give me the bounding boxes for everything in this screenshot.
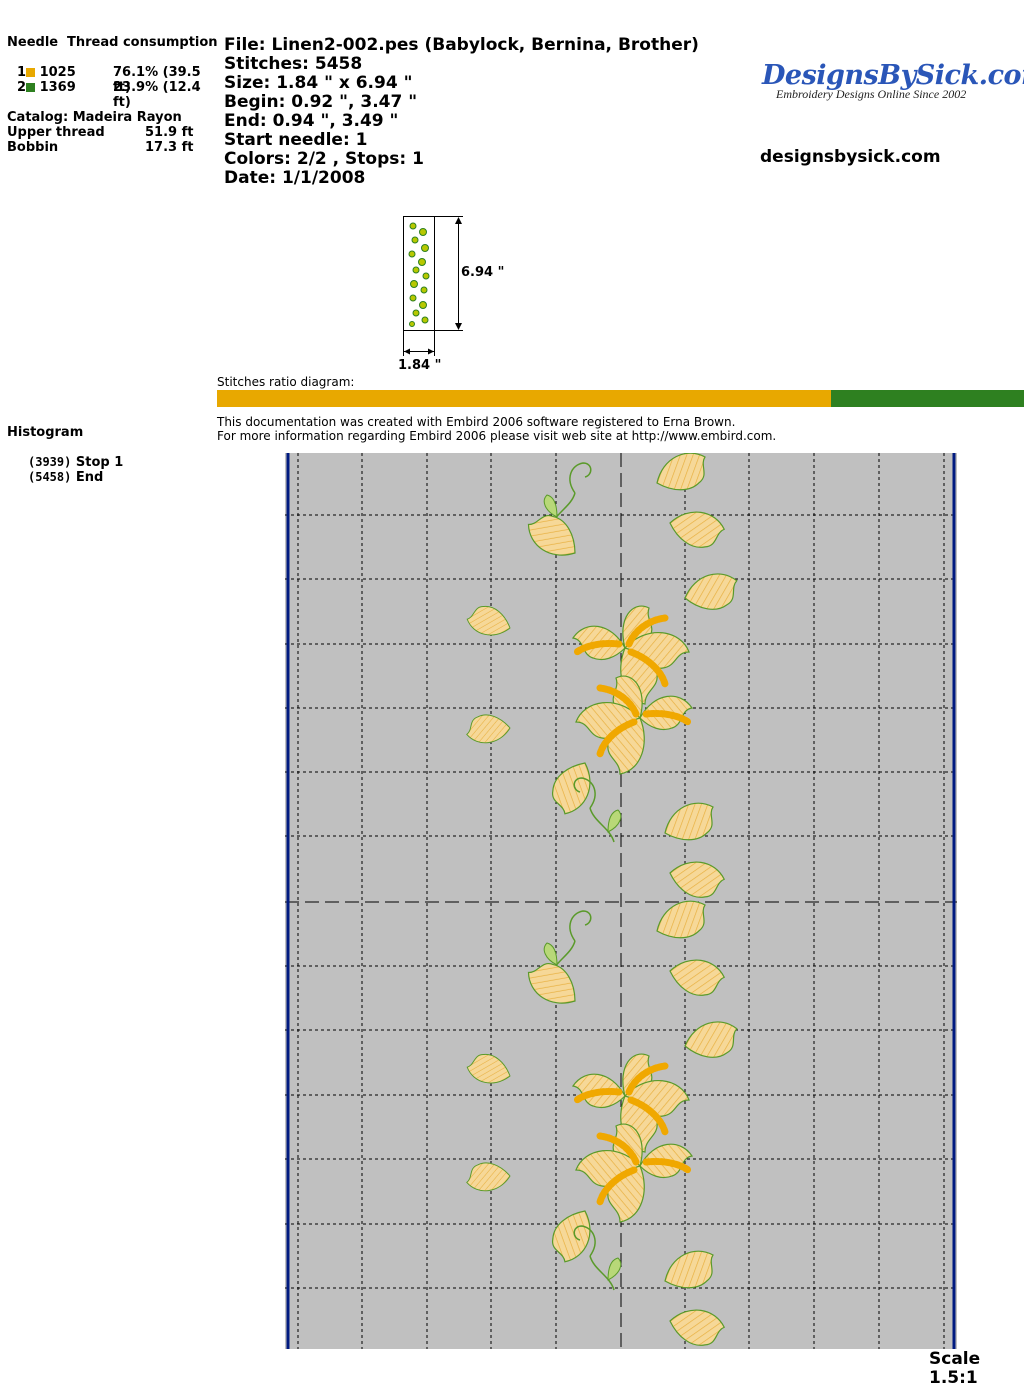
brand-url: designsbysick.com [760,147,941,167]
color-swatch [26,68,36,77]
end-info: End: 0.94 ", 3.49 " [224,111,399,131]
histogram-count: (3939) [28,455,72,469]
thread-code: 1025 [39,65,76,80]
height-dimension: 6.94 " [461,265,505,280]
bobbin-label: Bobbin [7,140,59,155]
colors-info: Colors: 2/2 , Stops: 1 [224,149,424,169]
website-note: For more information regarding Embird 20… [217,429,777,443]
ratio-label: Stitches ratio diagram: [217,375,355,389]
ratio-segment-needle-2 [831,390,1024,407]
stitches-info: Stitches: 5458 [224,54,363,74]
date-info: Date: 1/1/2008 [224,168,366,188]
scale-label: Scale 1.5:1 [929,1349,981,1388]
histogram-count: (5458) [28,470,72,484]
logo-title: DesignsBySick.com [762,60,1024,91]
upper-thread-label: Upper thread [7,125,105,140]
histogram-stop: End [75,470,104,485]
histogram-stop: Stop 1 [75,455,124,470]
thread-consumption: 76.1% (39.5 ft) [113,65,201,95]
begin-info: Begin: 0.92 ", 3.47 " [224,92,418,112]
file-info: File: Linen2-002.pes (Babylock, Bernina,… [224,35,699,55]
design-thumbnail [403,216,463,356]
needle-number: 2 [17,80,27,95]
color-swatch [26,83,36,92]
bobbin-value: 17.3 ft [145,140,194,155]
thread-consumption: 23.9% (12.4 ft) [113,80,201,110]
needle-row-1: 1 1025 76.1% (39.5 ft) [17,65,212,95]
histogram-row: (5458) End [28,470,103,485]
upper-thread-value: 51.9 ft [145,125,194,140]
histogram-label: Histogram [7,425,84,440]
needle-row-2: 2 1369 23.9% (12.4 ft) [17,80,212,110]
logo-subtitle: Embroidery Designs Online Since 2002 [776,87,967,101]
ratio-segment-needle-1 [217,390,832,407]
brand-logo: DesignsBySick.com Embroidery Designs Onl… [762,60,1024,102]
size-info: Size: 1.84 " x 6.94 " [224,73,413,93]
software-note: This documentation was created with Embi… [217,415,736,429]
needle-header: Needle [7,35,59,50]
catalog-label: Catalog: Madeira Rayon [7,110,182,125]
histogram-row: (3939) Stop 1 [28,455,123,470]
thread-consumption-header: Thread consumption [67,35,218,50]
stitches-ratio-bar [217,390,1024,407]
width-dimension: 1.84 " [398,358,442,373]
start-needle-info: Start needle: 1 [224,130,368,150]
design-preview [285,453,957,1349]
thread-code: 1369 [39,80,76,95]
needle-number: 1 [17,65,27,80]
